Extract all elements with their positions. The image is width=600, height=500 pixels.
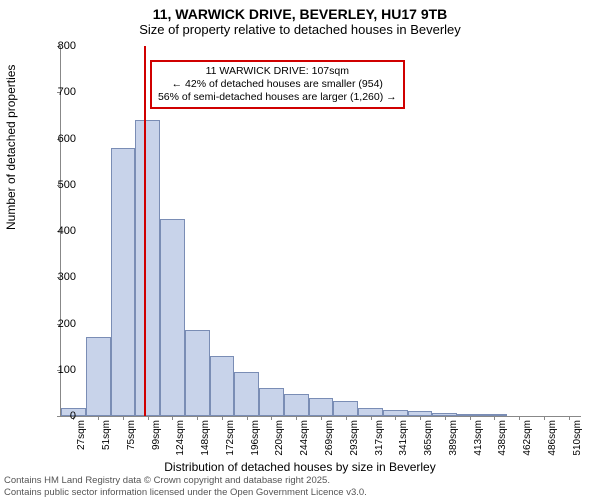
y-axis-label: Number of detached properties (4, 65, 18, 230)
y-tick-label: 600 (46, 133, 76, 145)
histogram-bar (234, 372, 259, 416)
x-tick-mark (494, 416, 495, 420)
x-tick-mark (544, 416, 545, 420)
x-tick-mark (197, 416, 198, 420)
plot-area: 11 WARWICK DRIVE: 107sqm← 42% of detache… (60, 46, 581, 417)
y-tick-label: 300 (46, 271, 76, 283)
x-tick-label: 27sqm (76, 420, 87, 450)
x-tick-label: 99sqm (151, 420, 162, 450)
y-tick-label: 500 (46, 179, 76, 191)
y-tick-label: 100 (46, 364, 76, 376)
histogram-bar (309, 398, 334, 417)
x-tick-label: 462sqm (522, 420, 533, 456)
x-tick-mark (98, 416, 99, 420)
x-tick-label: 317sqm (374, 420, 385, 456)
x-tick-mark (321, 416, 322, 420)
histogram-bar (86, 337, 111, 416)
histogram-bar (259, 388, 284, 416)
x-tick-label: 196sqm (250, 420, 261, 456)
x-tick-mark (296, 416, 297, 420)
x-tick-label: 269sqm (324, 420, 335, 456)
x-tick-mark (247, 416, 248, 420)
page-title: 11, WARWICK DRIVE, BEVERLEY, HU17 9TB (0, 0, 600, 22)
annotation-line: 11 WARWICK DRIVE: 107sqm (158, 65, 397, 78)
x-tick-mark (271, 416, 272, 420)
x-tick-mark (148, 416, 149, 420)
x-tick-label: 486sqm (547, 420, 558, 456)
x-tick-label: 389sqm (448, 420, 459, 456)
x-tick-label: 293sqm (349, 420, 360, 456)
x-tick-label: 510sqm (572, 420, 583, 456)
x-tick-label: 51sqm (101, 420, 112, 450)
x-tick-mark (371, 416, 372, 420)
x-tick-label: 365sqm (423, 420, 434, 456)
x-tick-label: 438sqm (497, 420, 508, 456)
x-tick-mark (445, 416, 446, 420)
chart-area: 11 WARWICK DRIVE: 107sqm← 42% of detache… (60, 46, 580, 416)
marker-annotation: 11 WARWICK DRIVE: 107sqm← 42% of detache… (150, 60, 405, 109)
x-tick-mark (346, 416, 347, 420)
page-subtitle: Size of property relative to detached ho… (0, 22, 600, 41)
histogram-bar (210, 356, 235, 416)
histogram-bar (333, 401, 358, 416)
y-tick-label: 700 (46, 86, 76, 98)
x-tick-label: 413sqm (473, 420, 484, 456)
y-tick-label: 0 (46, 410, 76, 422)
histogram-bar (185, 330, 210, 416)
annotation-line: 56% of semi-detached houses are larger (… (158, 91, 397, 104)
x-axis-label: Distribution of detached houses by size … (0, 460, 600, 474)
histogram-bar (160, 219, 185, 416)
chart-container: 11, WARWICK DRIVE, BEVERLEY, HU17 9TB Si… (0, 0, 600, 500)
x-tick-mark (172, 416, 173, 420)
histogram-bar (111, 148, 136, 416)
footer-line2: Contains public sector information licen… (4, 487, 367, 498)
x-tick-label: 148sqm (200, 420, 211, 456)
x-tick-label: 124sqm (175, 420, 186, 456)
x-tick-mark (569, 416, 570, 420)
y-tick-label: 400 (46, 225, 76, 237)
x-tick-mark (395, 416, 396, 420)
histogram-bar (135, 120, 160, 416)
x-tick-mark (222, 416, 223, 420)
x-tick-mark (420, 416, 421, 420)
property-marker-line (144, 46, 146, 416)
y-tick-label: 200 (46, 318, 76, 330)
histogram-bar (358, 408, 383, 416)
x-tick-mark (519, 416, 520, 420)
footer-line1: Contains HM Land Registry data © Crown c… (4, 475, 367, 486)
x-tick-mark (123, 416, 124, 420)
annotation-line: ← 42% of detached houses are smaller (95… (158, 78, 397, 91)
histogram-bar (284, 394, 309, 416)
x-tick-label: 75sqm (126, 420, 137, 450)
x-tick-mark (470, 416, 471, 420)
x-tick-label: 244sqm (299, 420, 310, 456)
footer-attribution: Contains HM Land Registry data © Crown c… (0, 473, 371, 500)
y-tick-label: 800 (46, 40, 76, 52)
x-tick-label: 220sqm (274, 420, 285, 456)
x-tick-label: 341sqm (398, 420, 409, 456)
x-tick-label: 172sqm (225, 420, 236, 456)
